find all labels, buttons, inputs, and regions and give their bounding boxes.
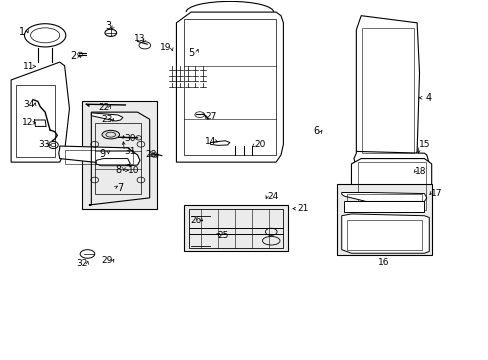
Bar — [346, 194, 421, 201]
Bar — [357, 162, 425, 210]
Text: 19: 19 — [160, 42, 171, 51]
Polygon shape — [351, 158, 431, 214]
Text: 5: 5 — [187, 48, 194, 58]
Ellipse shape — [24, 24, 66, 47]
Text: 12: 12 — [22, 118, 34, 127]
Text: 28: 28 — [145, 150, 157, 159]
Text: 26: 26 — [190, 216, 201, 225]
Bar — [344, 202, 424, 212]
Polygon shape — [356, 16, 419, 158]
Bar — [64, 150, 132, 164]
Text: 11: 11 — [23, 62, 35, 71]
Text: 9: 9 — [99, 149, 105, 158]
Polygon shape — [59, 146, 140, 166]
Text: 8: 8 — [115, 165, 121, 175]
Text: 23: 23 — [102, 115, 113, 124]
Text: 29: 29 — [102, 256, 113, 265]
Polygon shape — [96, 158, 130, 166]
Polygon shape — [176, 12, 283, 162]
Bar — [183, 19, 276, 155]
Text: 33: 33 — [39, 140, 50, 149]
Bar — [336, 184, 431, 255]
Polygon shape — [341, 214, 428, 253]
Ellipse shape — [102, 130, 119, 139]
Text: 21: 21 — [297, 204, 308, 213]
Text: 7: 7 — [117, 183, 123, 193]
Text: 1: 1 — [19, 27, 25, 37]
Text: 14: 14 — [204, 137, 216, 146]
Polygon shape — [11, 62, 69, 162]
Text: 34: 34 — [23, 100, 35, 109]
Text: 10: 10 — [128, 166, 139, 175]
Text: 22: 22 — [98, 103, 109, 112]
Polygon shape — [341, 193, 426, 202]
Text: 15: 15 — [418, 140, 429, 149]
Text: 3: 3 — [105, 21, 111, 31]
Text: 20: 20 — [254, 140, 265, 149]
Bar — [183, 205, 287, 251]
Text: 32: 32 — [76, 260, 87, 269]
Text: 17: 17 — [430, 189, 442, 198]
Text: 6: 6 — [312, 126, 318, 136]
Bar — [16, 85, 55, 157]
Text: 4: 4 — [425, 93, 430, 103]
Bar — [95, 123, 141, 194]
Text: 25: 25 — [217, 231, 228, 240]
Text: 30: 30 — [124, 134, 136, 143]
Text: 13: 13 — [134, 35, 145, 44]
Polygon shape — [91, 113, 122, 121]
Text: 27: 27 — [205, 112, 217, 121]
Text: 2: 2 — [70, 51, 76, 61]
Text: 16: 16 — [378, 258, 389, 267]
Text: 18: 18 — [414, 167, 426, 176]
Text: 24: 24 — [266, 192, 278, 201]
Bar — [362, 28, 413, 153]
Polygon shape — [353, 152, 428, 166]
Bar — [188, 208, 283, 248]
Polygon shape — [210, 141, 229, 145]
Bar — [346, 220, 421, 249]
Text: 31: 31 — [124, 147, 136, 156]
Bar — [81, 102, 157, 208]
